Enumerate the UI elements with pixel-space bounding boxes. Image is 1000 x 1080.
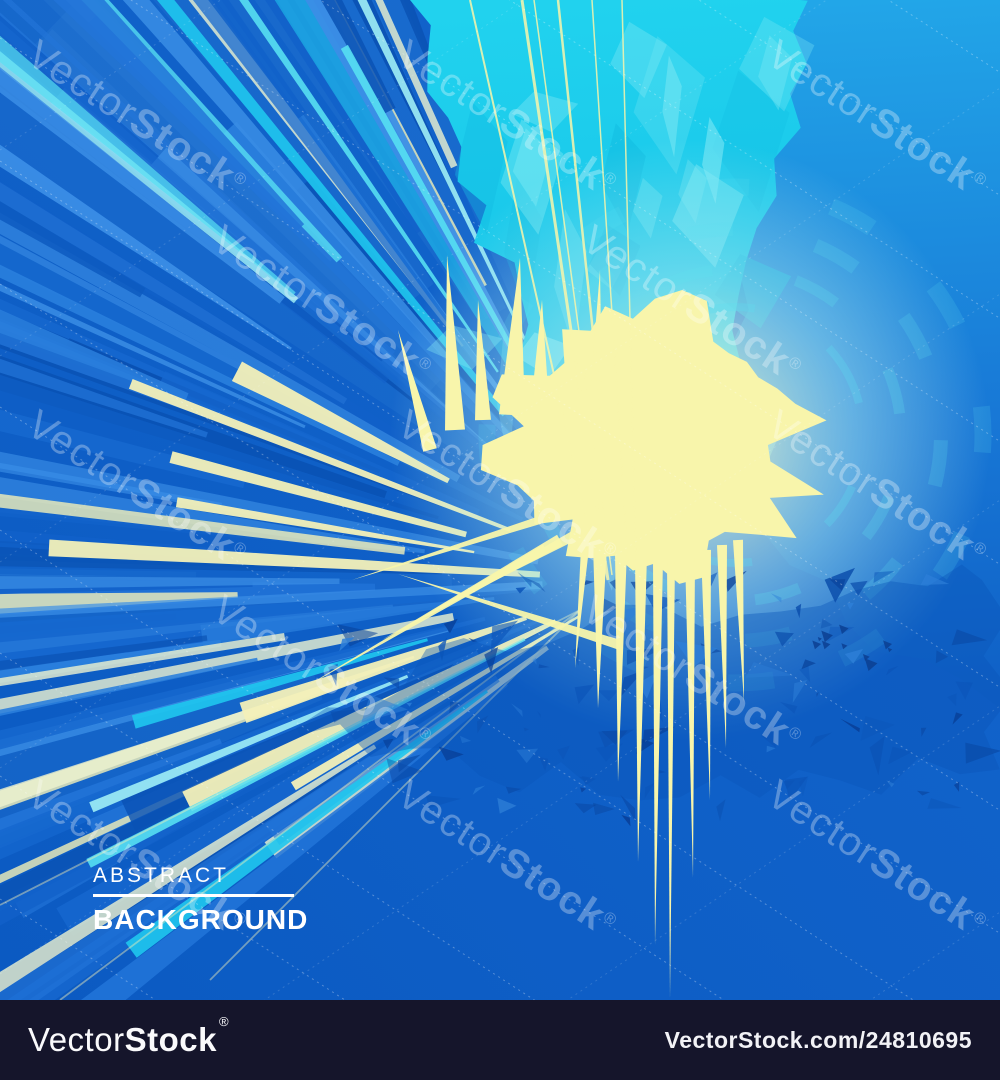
image-attribution-url: VectorStock.com/24810695 xyxy=(664,1026,972,1053)
abstract-background-image: VectorStock® VectorStock® VectorStock® Vect… xyxy=(0,0,1000,1000)
caption-underline xyxy=(93,894,294,898)
explosion-core xyxy=(300,0,827,998)
debris-field xyxy=(296,564,1000,827)
abstract-explosion-artwork: VectorStock®VectorStock®VectorStock®Vect… xyxy=(0,0,1000,1000)
logo-registered-mark: ® xyxy=(218,1014,230,1029)
image-caption: ABSTRACT BACKGROUND xyxy=(93,864,308,934)
logo-vector-text: Vector xyxy=(28,1021,125,1058)
vectorstock-logo: VectorStock ® xyxy=(28,1014,229,1059)
caption-background-label: BACKGROUND xyxy=(93,904,309,936)
logo-stock-text: Stock xyxy=(124,1021,217,1058)
caption-abstract-label: ABSTRACT xyxy=(93,864,230,887)
vectorstock-footer-bar: VectorStock ® VectorStock.com/24810695 xyxy=(0,1000,1000,1080)
